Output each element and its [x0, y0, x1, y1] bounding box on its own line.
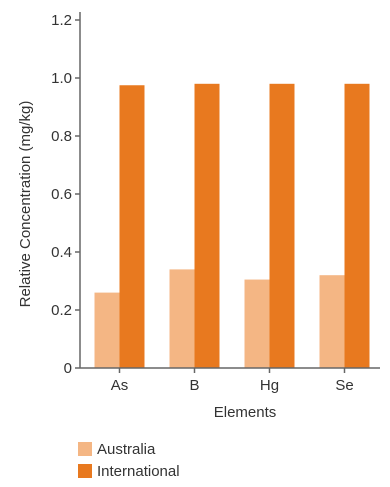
- y-tick-label: 0.2: [51, 302, 72, 319]
- y-axis-title: Relative Concentration (mg/kg): [17, 101, 34, 308]
- legend-item-international: International: [78, 460, 180, 482]
- y-tick-label: 0.8: [51, 128, 72, 145]
- legend-swatch-international: [78, 464, 92, 478]
- bar-australia-se: [319, 275, 345, 368]
- y-tick-label: 0: [64, 360, 72, 377]
- bar-australia-b: [169, 269, 195, 368]
- y-tick-label: 1.2: [51, 12, 72, 29]
- legend-label-international: International: [97, 462, 180, 480]
- x-tick-label-as: As: [111, 377, 129, 394]
- bar-international-se: [344, 83, 370, 369]
- legend-item-australia: Australia: [78, 438, 180, 460]
- y-axis-ticks: 0 0.2 0.4 0.6 0.8 1.0 1.2: [51, 12, 80, 377]
- x-tick-label-b: B: [189, 377, 199, 394]
- legend-swatch-australia: [78, 442, 92, 456]
- bars: [94, 83, 370, 369]
- bar-international-b: [194, 83, 220, 369]
- bar-australia-hg: [244, 279, 270, 368]
- x-axis-labels: As B Hg Se: [111, 368, 354, 394]
- bar-international-hg: [269, 83, 295, 369]
- legend-label-australia: Australia: [97, 440, 156, 458]
- bar-australia-as: [94, 292, 120, 368]
- bar-international-as: [119, 85, 145, 368]
- legend: Australia International: [78, 438, 180, 482]
- y-tick-label: 0.6: [51, 186, 72, 203]
- y-tick-label: 0.4: [51, 244, 72, 261]
- y-tick-label: 1.0: [51, 70, 72, 87]
- x-tick-label-hg: Hg: [260, 377, 279, 394]
- x-axis-title: Elements: [214, 404, 277, 421]
- x-tick-label-se: Se: [335, 377, 353, 394]
